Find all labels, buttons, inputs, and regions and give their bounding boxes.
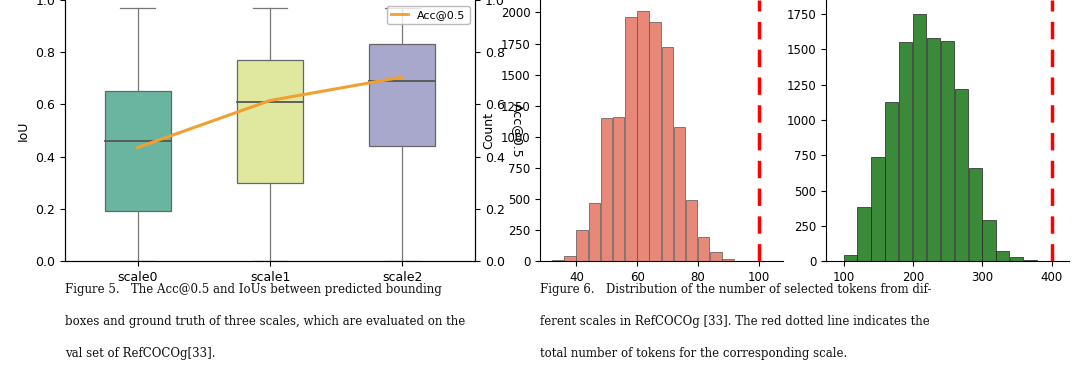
Bar: [969, 168, 982, 261]
Bar: [577, 230, 588, 261]
Bar: [625, 18, 636, 261]
Legend: Acc@0.5: Acc@0.5: [387, 6, 470, 25]
Bar: [723, 259, 733, 261]
Bar: [674, 127, 685, 261]
Bar: [913, 14, 927, 261]
Y-axis label: Acc@0.5: Acc@0.5: [511, 103, 525, 158]
Bar: [1024, 260, 1037, 261]
Bar: [649, 22, 661, 261]
Bar: [858, 207, 870, 261]
Bar: [829, 260, 842, 261]
Bar: [600, 118, 612, 261]
Bar: [997, 251, 1010, 261]
Y-axis label: Count: Count: [482, 112, 495, 149]
Bar: [1038, 260, 1051, 261]
Bar: [637, 11, 649, 261]
Bar: [369, 44, 435, 146]
Bar: [686, 200, 698, 261]
Text: Figure 5.   The Acc@0.5 and IoUs between predicted bounding: Figure 5. The Acc@0.5 and IoUs between p…: [65, 283, 442, 297]
Bar: [843, 255, 856, 261]
Text: val set of RefCOCOg[33].: val set of RefCOCOg[33].: [65, 347, 215, 360]
Bar: [886, 101, 899, 261]
Text: Figure 6.   Distribution of the number of selected tokens from dif-: Figure 6. Distribution of the number of …: [540, 283, 931, 297]
Bar: [589, 203, 600, 261]
Bar: [711, 252, 721, 261]
Bar: [105, 91, 171, 211]
Text: total number of tokens for the corresponding scale.: total number of tokens for the correspon…: [540, 347, 847, 360]
Bar: [1010, 257, 1024, 261]
Y-axis label: IoU: IoU: [16, 120, 29, 141]
Text: boxes and ground truth of three scales, which are evaluated on the: boxes and ground truth of three scales, …: [65, 315, 465, 328]
Bar: [955, 89, 968, 261]
Bar: [552, 260, 564, 261]
Bar: [613, 117, 624, 261]
Bar: [237, 60, 303, 183]
Bar: [661, 47, 673, 261]
Bar: [941, 41, 954, 261]
Bar: [698, 238, 710, 261]
Bar: [983, 220, 996, 261]
Bar: [927, 38, 940, 261]
Bar: [899, 43, 913, 261]
Text: ferent scales in RefCOCOg [33]. The red dotted line indicates the: ferent scales in RefCOCOg [33]. The red …: [540, 315, 930, 328]
Bar: [564, 256, 576, 261]
Bar: [872, 157, 885, 261]
